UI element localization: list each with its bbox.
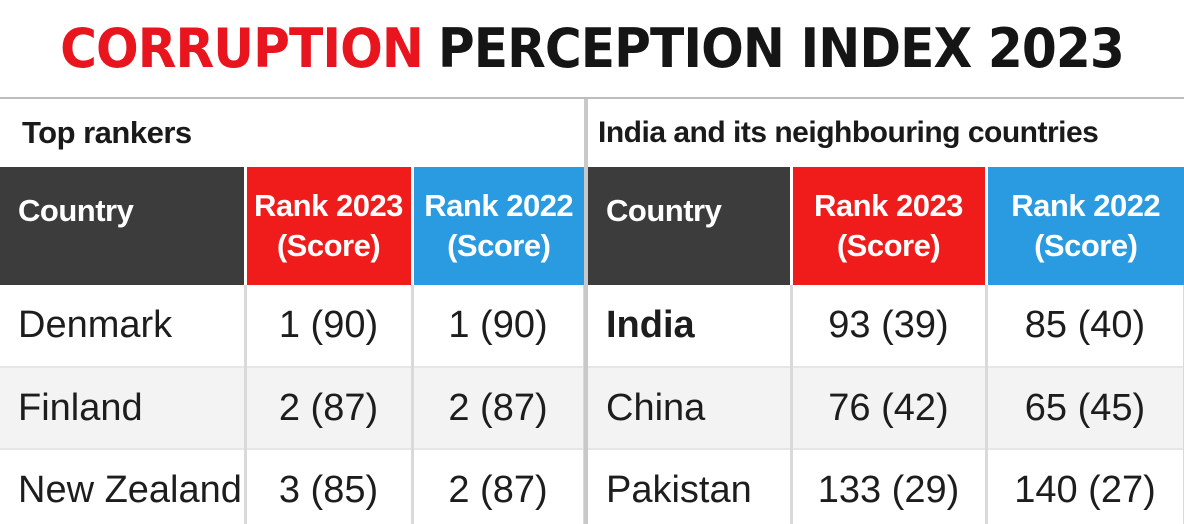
cell-rank-2022: 1 (90): [412, 285, 586, 368]
header-rank-2022: Rank 2022 (Score): [410, 167, 584, 285]
header-rank-2022-label: Rank 2022: [1011, 188, 1161, 223]
cell-rank-2022: 65 (45): [986, 367, 1184, 450]
cell-rank-2023: 133 (29): [791, 449, 988, 524]
cell-country: Denmark: [0, 285, 247, 368]
neighbours-table: Country Rank 2023 (Score) Rank 2022 (Sco…: [588, 167, 1184, 524]
header-rank-2023-label: Rank 2023: [814, 188, 963, 223]
table-header-row: Country Rank 2023 (Score) Rank 2022 (Sco…: [0, 167, 584, 285]
table-row: Pakistan 133 (29) 140 (27): [588, 449, 1184, 524]
header-rank-2022: Rank 2022 (Score): [984, 167, 1184, 285]
header-rank-2023-label: Rank 2023: [254, 188, 403, 223]
cell-rank-2023: 76 (42): [791, 367, 988, 450]
title-divider: [0, 97, 1184, 99]
header-rank-2023-sub: (Score): [276, 228, 381, 263]
top-rankers-table: Country Rank 2023 (Score) Rank 2022 (Sco…: [0, 167, 586, 524]
header-rank-2022-sub: (Score): [447, 228, 551, 263]
header-rank-2023-sub: (Score): [836, 228, 941, 263]
header-country: Country: [0, 167, 245, 285]
cell-rank-2022: 2 (87): [412, 449, 586, 524]
cell-rank-2022: 2 (87): [412, 367, 586, 450]
cell-country: New Zealand: [0, 449, 247, 524]
cell-rank-2022: 85 (40): [986, 285, 1184, 368]
title-highlight: CORRUPTION: [60, 16, 424, 80]
cell-rank-2023: 93 (39): [791, 285, 988, 368]
header-rank-2022-label: Rank 2022: [424, 188, 574, 223]
title-main: PERCEPTION INDEX 2023: [437, 16, 1125, 80]
top-rankers-panel: Top rankers Country Rank 2023 (Score) Ra…: [0, 99, 586, 524]
cell-country: India: [588, 285, 793, 368]
table-row: New Zealand 3 (85) 2 (87): [0, 449, 586, 524]
header-country: Country: [588, 167, 791, 285]
cell-rank-2023: 3 (85): [245, 449, 414, 524]
table-row: Denmark 1 (90) 1 (90): [0, 285, 586, 368]
cell-country: Finland: [0, 367, 247, 450]
cell-country: China: [588, 367, 793, 450]
neighbours-title: India and its neighbouring countries: [598, 116, 1099, 149]
table-row: Finland 2 (87) 2 (87): [0, 367, 586, 450]
cell-country: Pakistan: [588, 449, 793, 524]
header-rank-2022-sub: (Score): [1034, 228, 1138, 263]
panel-divider: [584, 99, 588, 524]
neighbours-panel: India and its neighbouring countries Cou…: [588, 99, 1184, 524]
table-header-row: Country Rank 2023 (Score) Rank 2022 (Sco…: [588, 167, 1184, 285]
table-row: China 76 (42) 65 (45): [588, 367, 1184, 450]
top-rankers-title: Top rankers: [22, 115, 192, 150]
table-row: India 93 (39) 85 (40): [588, 285, 1184, 368]
cell-rank-2023: 2 (87): [245, 367, 414, 450]
cell-rank-2023: 1 (90): [245, 285, 414, 368]
chart-title: CORRUPTION PERCEPTION INDEX 2023: [41, 0, 1142, 96]
cell-rank-2022: 140 (27): [986, 449, 1184, 524]
header-rank-2023: Rank 2023 (Score): [789, 167, 986, 285]
header-rank-2023: Rank 2023 (Score): [243, 167, 412, 285]
